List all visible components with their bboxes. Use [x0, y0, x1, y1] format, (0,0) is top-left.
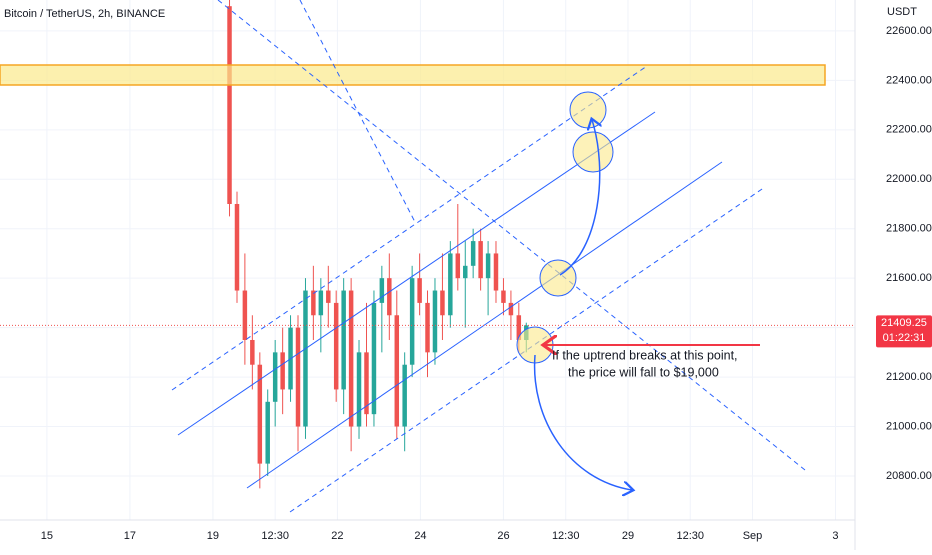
candle-body: [402, 364, 407, 427]
channel-dashed: [289, 186, 766, 513]
candle-body: [448, 253, 453, 316]
x-tick-label: 12:30: [261, 530, 289, 542]
scenario-arrow: [533, 354, 632, 490]
x-tick-label: 12:30: [676, 530, 704, 542]
channel-line: [177, 111, 656, 436]
annotation: the price will fall to $19,000: [568, 365, 719, 379]
candle-body: [470, 241, 476, 266]
countdown: 01:22:31: [883, 332, 926, 344]
candle-body: [341, 290, 346, 390]
y-tick-label: 21800.00: [886, 223, 932, 235]
x-tick-label: Sep: [743, 530, 763, 542]
y-tick-label: 21000.00: [886, 420, 932, 432]
channel-line: [246, 161, 723, 489]
candle-body: [333, 302, 339, 390]
candle-body: [516, 315, 522, 340]
candle-body: [295, 327, 301, 427]
x-tick-label: 12:30: [552, 530, 580, 542]
candle-body: [394, 315, 400, 427]
y-tick-label: 21600.00: [886, 272, 932, 284]
annotation: If the uptrend breaks at this point,: [552, 348, 738, 362]
candle-body: [387, 278, 392, 316]
candle-body: [501, 290, 506, 303]
candle-body: [409, 278, 415, 365]
x-tick-label: 3: [832, 530, 838, 542]
x-tick-label: 29: [622, 530, 634, 542]
candle-body: [463, 265, 468, 279]
candle-body: [303, 290, 308, 427]
x-tick-label: 17: [124, 530, 136, 542]
x-tick-label: 26: [497, 530, 509, 542]
candle-body: [493, 253, 499, 291]
x-tick-label: 22: [331, 530, 343, 542]
candle-body: [371, 302, 377, 415]
candle-body: [227, 6, 232, 204]
candle-body: [440, 290, 445, 316]
candle-body: [364, 352, 369, 415]
candle-body: [318, 290, 324, 316]
candle-body: [234, 203, 240, 291]
candle-body: [356, 352, 362, 427]
resistance-zone: [0, 64, 826, 86]
y-tick-label: 22400.00: [886, 74, 932, 86]
currency: USDT: [887, 6, 917, 18]
y-tick-label: 22000.00: [886, 173, 932, 185]
scenario-arrow: [559, 120, 600, 276]
x-tick-label: 15: [41, 530, 53, 542]
candle-body: [379, 278, 385, 303]
x-tick-label: 24: [414, 530, 426, 542]
candle-body: [326, 290, 331, 303]
candle-body: [432, 290, 438, 353]
candle-body: [508, 302, 514, 316]
candle-body: [455, 253, 461, 279]
candle-body: [311, 290, 316, 316]
candle-body: [242, 290, 248, 340]
y-tick-label: 22200.00: [886, 124, 932, 136]
candle-body: [272, 352, 278, 402]
candle-body: [250, 339, 255, 365]
price-tag: [876, 315, 932, 348]
y-tick-label: 21200.00: [886, 371, 932, 383]
candle-body: [280, 352, 285, 390]
y-tick-label: 22600.00: [886, 25, 932, 37]
chart-title: Bitcoin / TetherUS, 2h, BINANCE: [4, 8, 165, 20]
trend-dashed: [299, 0, 416, 223]
candle-body: [265, 401, 270, 464]
y-tick-label: 20800.00: [886, 470, 932, 482]
drawings: [0, 0, 826, 513]
x-tick-label: 19: [207, 530, 219, 542]
candle-body: [478, 241, 483, 279]
highlight-circle: [569, 91, 607, 129]
candle-body: [425, 302, 430, 353]
candle-body: [417, 278, 422, 303]
candle-body: [348, 290, 354, 427]
highlight-circle: [572, 131, 614, 173]
candle-body: [257, 364, 263, 464]
price-tag-label: 21409.25: [881, 317, 927, 329]
candle-body: [485, 253, 491, 279]
channel-dashed: [171, 65, 648, 391]
